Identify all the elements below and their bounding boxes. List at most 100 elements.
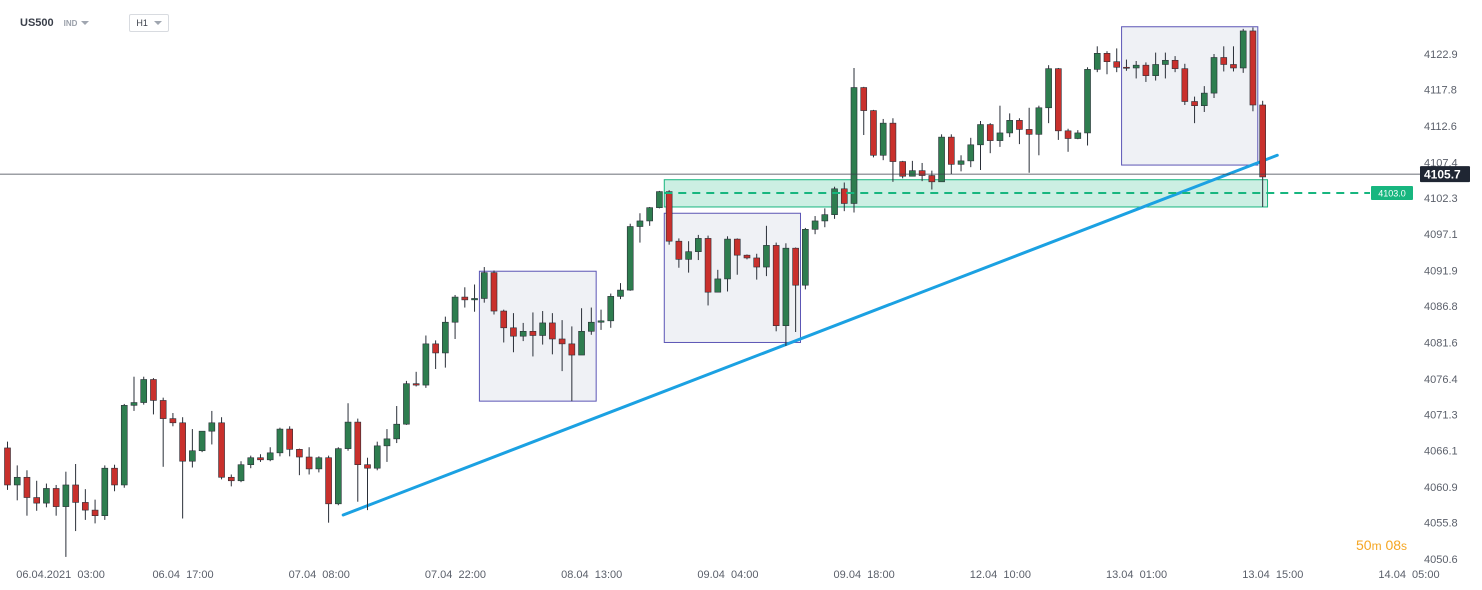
candle: [753, 253, 761, 280]
time-axis: 06.04.2021 03:00 06.04 17:00 07.04 08:00 07…: [16, 569, 1439, 581]
candle-body: [617, 289, 624, 297]
candle-body: [695, 238, 702, 252]
candle-body: [325, 457, 332, 505]
x-tick-label: 07.04 08:00: [289, 569, 350, 581]
y-tick-label: 4066.1: [1424, 446, 1458, 458]
y-tick-label: 4060.9: [1424, 482, 1458, 494]
candle-body: [977, 124, 984, 146]
candle-body: [519, 330, 527, 337]
candle: [480, 267, 488, 303]
candle: [597, 309, 605, 330]
candle-body: [208, 422, 216, 432]
countdown-minutes: 50: [1356, 537, 1372, 553]
candle-body: [782, 247, 790, 327]
candle-body: [626, 226, 634, 291]
candle-body: [480, 272, 488, 299]
highlight-box-2: [663, 212, 801, 343]
candle-body: [743, 254, 751, 259]
candle-body: [714, 278, 722, 293]
candle: [665, 190, 673, 245]
candle: [714, 269, 722, 293]
price-axis: 4050.6 4055.8 4060.9 4066.1 4071.3 4076.4 4081…: [1424, 49, 1458, 566]
candle-body: [948, 136, 955, 165]
candles: [4, 27, 1266, 557]
candle: [587, 307, 595, 335]
candle: [539, 311, 546, 345]
candle: [82, 489, 89, 520]
symbol-type-label: IND: [63, 18, 78, 28]
candle: [257, 454, 264, 462]
candle: [996, 105, 1004, 147]
symbol-name[interactable]: US500: [20, 17, 54, 29]
candle-body: [549, 322, 556, 340]
timeframe-select[interactable]: H1: [129, 14, 169, 32]
candle: [1006, 113, 1013, 138]
countdown-min-unit: m: [1371, 539, 1382, 553]
candle: [1162, 52, 1169, 79]
candle-body: [889, 122, 897, 162]
candle-body: [1200, 92, 1208, 106]
candle-body: [558, 338, 566, 345]
candle-body: [568, 343, 576, 356]
candle-body: [1025, 129, 1033, 135]
candle: [23, 470, 31, 516]
candle-body: [753, 257, 761, 268]
x-tick-label: 14.04 05:00: [1378, 569, 1439, 581]
y-tick-label: 4097.1: [1424, 229, 1458, 241]
last-price-label: 4105.7: [1424, 168, 1461, 182]
candle: [1210, 54, 1218, 99]
x-tick-label: 13.04 01:00: [1106, 569, 1167, 581]
candle: [208, 410, 216, 445]
candle-body: [909, 170, 916, 177]
candle: [266, 447, 274, 462]
candle-body: [938, 136, 945, 183]
candle-body: [1084, 69, 1091, 134]
candle-body: [315, 457, 323, 470]
candle-body: [1152, 64, 1159, 76]
candle: [286, 426, 293, 457]
candle: [821, 208, 829, 228]
candle-body: [1055, 68, 1062, 132]
candle: [1171, 56, 1179, 73]
last-price-marker: 4105.7: [0, 166, 1470, 183]
candle-body: [529, 330, 537, 336]
candle: [1025, 107, 1033, 173]
candle: [578, 308, 585, 356]
candle-body: [870, 110, 877, 156]
candle-body: [422, 343, 430, 386]
symbol-type[interactable]: IND: [64, 19, 90, 28]
candle: [120, 403, 128, 488]
candle-body: [821, 214, 829, 222]
candle: [335, 447, 342, 506]
candle-body: [665, 191, 673, 242]
timeframe-label: H1: [136, 18, 148, 28]
candle-body: [120, 405, 128, 486]
candle-body: [23, 476, 31, 498]
candle: [792, 247, 799, 332]
candle-body: [1074, 132, 1082, 139]
y-tick-label: 4071.3: [1424, 409, 1458, 421]
candle: [889, 118, 897, 182]
candle: [938, 134, 945, 183]
candle-body: [1249, 30, 1257, 106]
candle-body: [1191, 101, 1198, 106]
candle-body: [860, 87, 868, 111]
level-label-bg: [1371, 185, 1413, 200]
candle-body: [539, 322, 546, 336]
candle: [72, 464, 79, 532]
candle-body: [4, 447, 11, 486]
candle-body: [140, 379, 148, 403]
candle-body: [33, 497, 40, 504]
candle: [529, 312, 537, 357]
candle: [1016, 118, 1023, 145]
candle-body: [879, 122, 887, 156]
candle: [1191, 96, 1198, 124]
candle: [383, 429, 391, 462]
candle-body: [636, 220, 644, 227]
candle-body: [344, 421, 352, 449]
x-tick-label: 09.04 04:00: [697, 569, 758, 581]
candle-body: [227, 476, 235, 482]
candle: [140, 376, 148, 405]
candle-body: [733, 238, 741, 256]
